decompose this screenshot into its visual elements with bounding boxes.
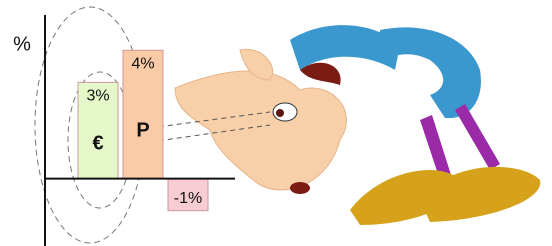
y-label: % [13,33,31,55]
value-label: 4% [131,56,154,73]
page: % 3%€4%P-1% (() => { const data = JSON.p… [0,0,552,246]
cartoon [175,25,540,225]
chart: % 3% €4% P -1% [0,0,552,246]
category-label: € [92,132,103,154]
category-label: P [136,120,149,142]
value-label: -1% [174,190,202,207]
value-label: 3% [86,88,109,105]
